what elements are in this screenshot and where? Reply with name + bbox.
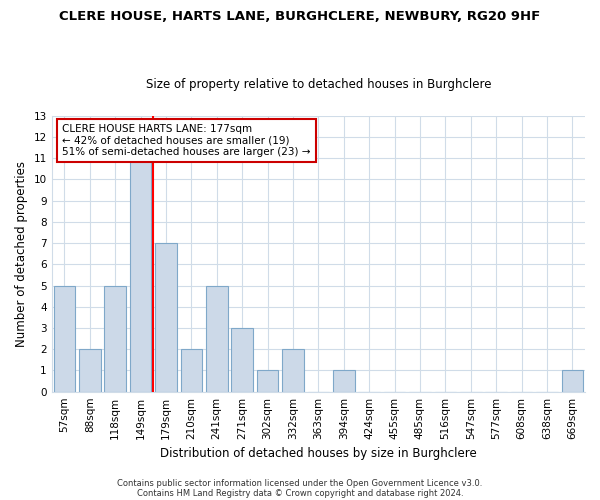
Bar: [155, 243, 177, 392]
Text: CLERE HOUSE, HARTS LANE, BURGHCLERE, NEWBURY, RG20 9HF: CLERE HOUSE, HARTS LANE, BURGHCLERE, NEW…: [59, 10, 541, 23]
Bar: [562, 370, 583, 392]
Bar: [282, 349, 304, 392]
Text: CLERE HOUSE HARTS LANE: 177sqm
← 42% of detached houses are smaller (19)
51% of : CLERE HOUSE HARTS LANE: 177sqm ← 42% of …: [62, 124, 311, 158]
Bar: [333, 370, 355, 392]
Bar: [104, 286, 126, 392]
Bar: [181, 349, 202, 392]
Bar: [53, 286, 75, 392]
Title: Size of property relative to detached houses in Burghclere: Size of property relative to detached ho…: [146, 78, 491, 91]
Bar: [206, 286, 227, 392]
Bar: [232, 328, 253, 392]
Bar: [79, 349, 101, 392]
Y-axis label: Number of detached properties: Number of detached properties: [15, 160, 28, 346]
Bar: [257, 370, 278, 392]
Text: Contains HM Land Registry data © Crown copyright and database right 2024.: Contains HM Land Registry data © Crown c…: [137, 488, 463, 498]
Text: Contains public sector information licensed under the Open Government Licence v3: Contains public sector information licen…: [118, 478, 482, 488]
Bar: [130, 158, 151, 392]
X-axis label: Distribution of detached houses by size in Burghclere: Distribution of detached houses by size …: [160, 447, 477, 460]
